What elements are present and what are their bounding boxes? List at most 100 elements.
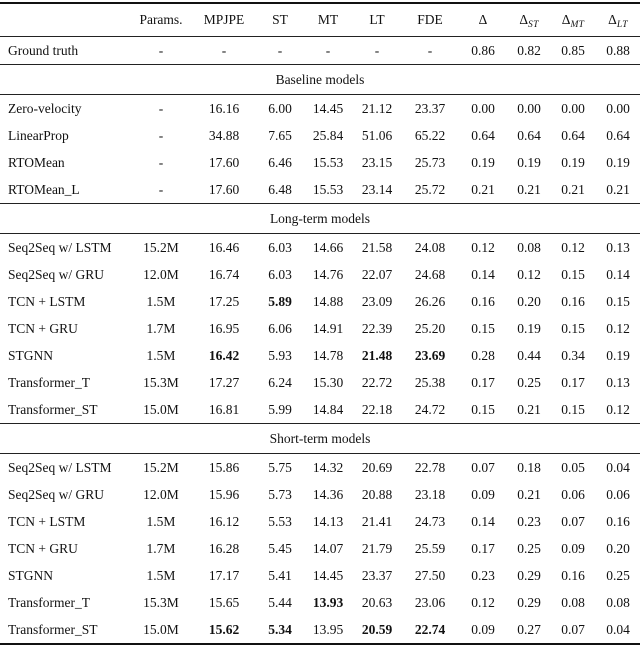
- value-cell: 1.5M: [146, 293, 176, 309]
- value-cell: 23.18: [414, 486, 446, 502]
- value-cell: 1.5M: [146, 513, 176, 529]
- value-cell: 0.21: [561, 181, 585, 197]
- value-cell: 12.0M: [143, 266, 179, 282]
- value-cell: 0.19: [471, 154, 495, 170]
- value-cell: 17.60: [208, 154, 240, 170]
- value-cell: 14.32: [312, 459, 344, 475]
- value-cell: 0.09: [471, 486, 495, 502]
- value-cell: 5.73: [268, 486, 292, 502]
- model-name-cell: TCN + GRU: [8, 540, 78, 556]
- value-cell: 15.2M: [143, 459, 179, 475]
- value-cell: 0.44: [517, 347, 541, 363]
- value-cell: 0.09: [561, 540, 585, 556]
- value-cell: 0.17: [561, 374, 585, 390]
- value-cell: 16.28: [208, 540, 240, 556]
- value-cell: -: [221, 42, 227, 58]
- value-cell: 0.29: [517, 594, 541, 610]
- value-cell: 0.21: [517, 181, 541, 197]
- table-row: STGNN 1.5M 17.17 5.41 14.45 23.37 27.50 0.23 0.2…: [0, 562, 640, 589]
- value-cell: 14.91: [312, 320, 344, 336]
- value-cell: 5.99: [268, 401, 292, 417]
- section-title: Short-term models: [0, 423, 640, 454]
- value-cell: 27.50: [414, 567, 446, 583]
- value-cell: 0.12: [471, 239, 495, 255]
- value-cell: 13.95: [312, 621, 344, 637]
- value-cell: 0.25: [606, 567, 630, 583]
- value-cell: 15.53: [312, 154, 344, 170]
- column-header: ST: [256, 3, 304, 37]
- model-name-cell: Seq2Seq w/ GRU: [8, 486, 105, 502]
- value-cell: 14.45: [312, 100, 344, 116]
- value-cell: -: [325, 42, 331, 58]
- value-cell: -: [158, 154, 164, 170]
- section-row: Long-term models: [0, 203, 640, 234]
- value-cell: 0.07: [561, 513, 585, 529]
- value-cell: 5.45: [268, 540, 292, 556]
- value-cell: 25.20: [414, 320, 446, 336]
- value-cell: 0.04: [606, 621, 630, 637]
- value-cell: 20.69: [361, 459, 393, 475]
- table-body: Ground truth - - - - - - 0.86 0.82 0.85 0.88 Baseli…: [0, 37, 640, 645]
- value-cell: 17.25: [208, 293, 240, 309]
- column-header: ΔMT: [550, 3, 596, 37]
- value-cell: 0.15: [606, 293, 630, 309]
- value-cell: 13.93: [312, 594, 344, 610]
- value-cell: 7.65: [268, 127, 292, 143]
- value-cell: 12.0M: [143, 486, 179, 502]
- value-cell: 5.89: [268, 293, 292, 309]
- value-cell: 0.05: [561, 459, 585, 475]
- value-cell: 14.45: [312, 567, 344, 583]
- model-name-cell: TCN + GRU: [8, 320, 78, 336]
- value-cell: 14.76: [312, 266, 344, 282]
- value-cell: 0.64: [561, 127, 585, 143]
- model-name-cell: Transformer_ST: [8, 401, 98, 417]
- value-cell: 0.85: [561, 42, 585, 58]
- value-cell: 0.20: [606, 540, 630, 556]
- value-cell: 0.07: [471, 459, 495, 475]
- value-cell: 14.07: [312, 540, 344, 556]
- model-name-cell: Transformer_T: [8, 374, 90, 390]
- value-cell: 0.06: [606, 486, 630, 502]
- section-row: Baseline models: [0, 64, 640, 95]
- value-cell: 15.62: [208, 621, 240, 637]
- value-cell: 1.7M: [146, 540, 176, 556]
- value-cell: 15.86: [208, 459, 240, 475]
- value-cell: 22.78: [414, 459, 446, 475]
- value-cell: 6.03: [268, 266, 292, 282]
- value-cell: 23.15: [361, 154, 393, 170]
- value-cell: 0.25: [517, 540, 541, 556]
- value-cell: -: [158, 181, 164, 197]
- model-name-cell: Transformer_ST: [8, 621, 98, 637]
- value-cell: 0.16: [471, 293, 495, 309]
- value-cell: 0.15: [471, 401, 495, 417]
- value-cell: 0.14: [606, 266, 630, 282]
- value-cell: 25.84: [312, 127, 344, 143]
- value-cell: 14.36: [312, 486, 344, 502]
- value-cell: 0.00: [471, 100, 495, 116]
- table-row: Transformer_T 15.3M 17.27 6.24 15.30 22.72 25.…: [0, 369, 640, 396]
- value-cell: 0.15: [471, 320, 495, 336]
- value-cell: 23.37: [361, 567, 393, 583]
- value-cell: 0.15: [561, 401, 585, 417]
- value-cell: 5.75: [268, 459, 292, 475]
- value-cell: 5.53: [268, 513, 292, 529]
- value-cell: 5.93: [268, 347, 292, 363]
- value-cell: 23.09: [361, 293, 393, 309]
- value-cell: 0.12: [471, 594, 495, 610]
- value-cell: 0.16: [606, 513, 630, 529]
- value-cell: 0.00: [561, 100, 585, 116]
- value-cell: 23.06: [414, 594, 446, 610]
- value-cell: 14.78: [312, 347, 344, 363]
- value-cell: 0.12: [517, 266, 541, 282]
- value-cell: 6.48: [268, 181, 292, 197]
- value-cell: 0.27: [517, 621, 541, 637]
- column-header: MPJPE: [192, 3, 256, 37]
- value-cell: -: [427, 42, 433, 58]
- value-cell: 21.58: [361, 239, 393, 255]
- model-name-cell: Ground truth: [8, 42, 79, 58]
- value-cell: 0.15: [561, 320, 585, 336]
- value-cell: 0.12: [561, 239, 585, 255]
- table-row: Seq2Seq w/ GRU 12.0M 16.74 6.03 14.76 22.07 24…: [0, 261, 640, 288]
- table-row: Transformer_ST 15.0M 15.62 5.34 13.95 20.59 22…: [0, 616, 640, 644]
- value-cell: 21.79: [361, 540, 393, 556]
